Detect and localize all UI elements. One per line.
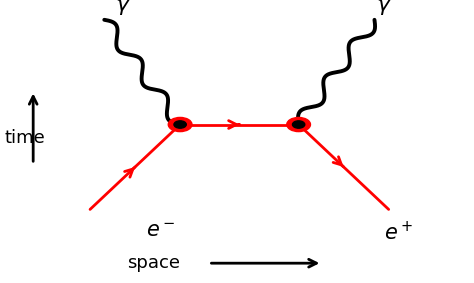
Circle shape — [292, 121, 305, 128]
Text: $\gamma$: $\gamma$ — [115, 0, 131, 17]
Circle shape — [168, 117, 192, 132]
Circle shape — [174, 121, 186, 128]
Circle shape — [287, 117, 310, 132]
Text: time: time — [5, 129, 46, 147]
Text: $\gamma$: $\gamma$ — [376, 0, 392, 17]
Text: $e^-$: $e^-$ — [146, 221, 176, 241]
Text: $e^+$: $e^+$ — [383, 221, 413, 244]
Text: space: space — [127, 254, 180, 272]
